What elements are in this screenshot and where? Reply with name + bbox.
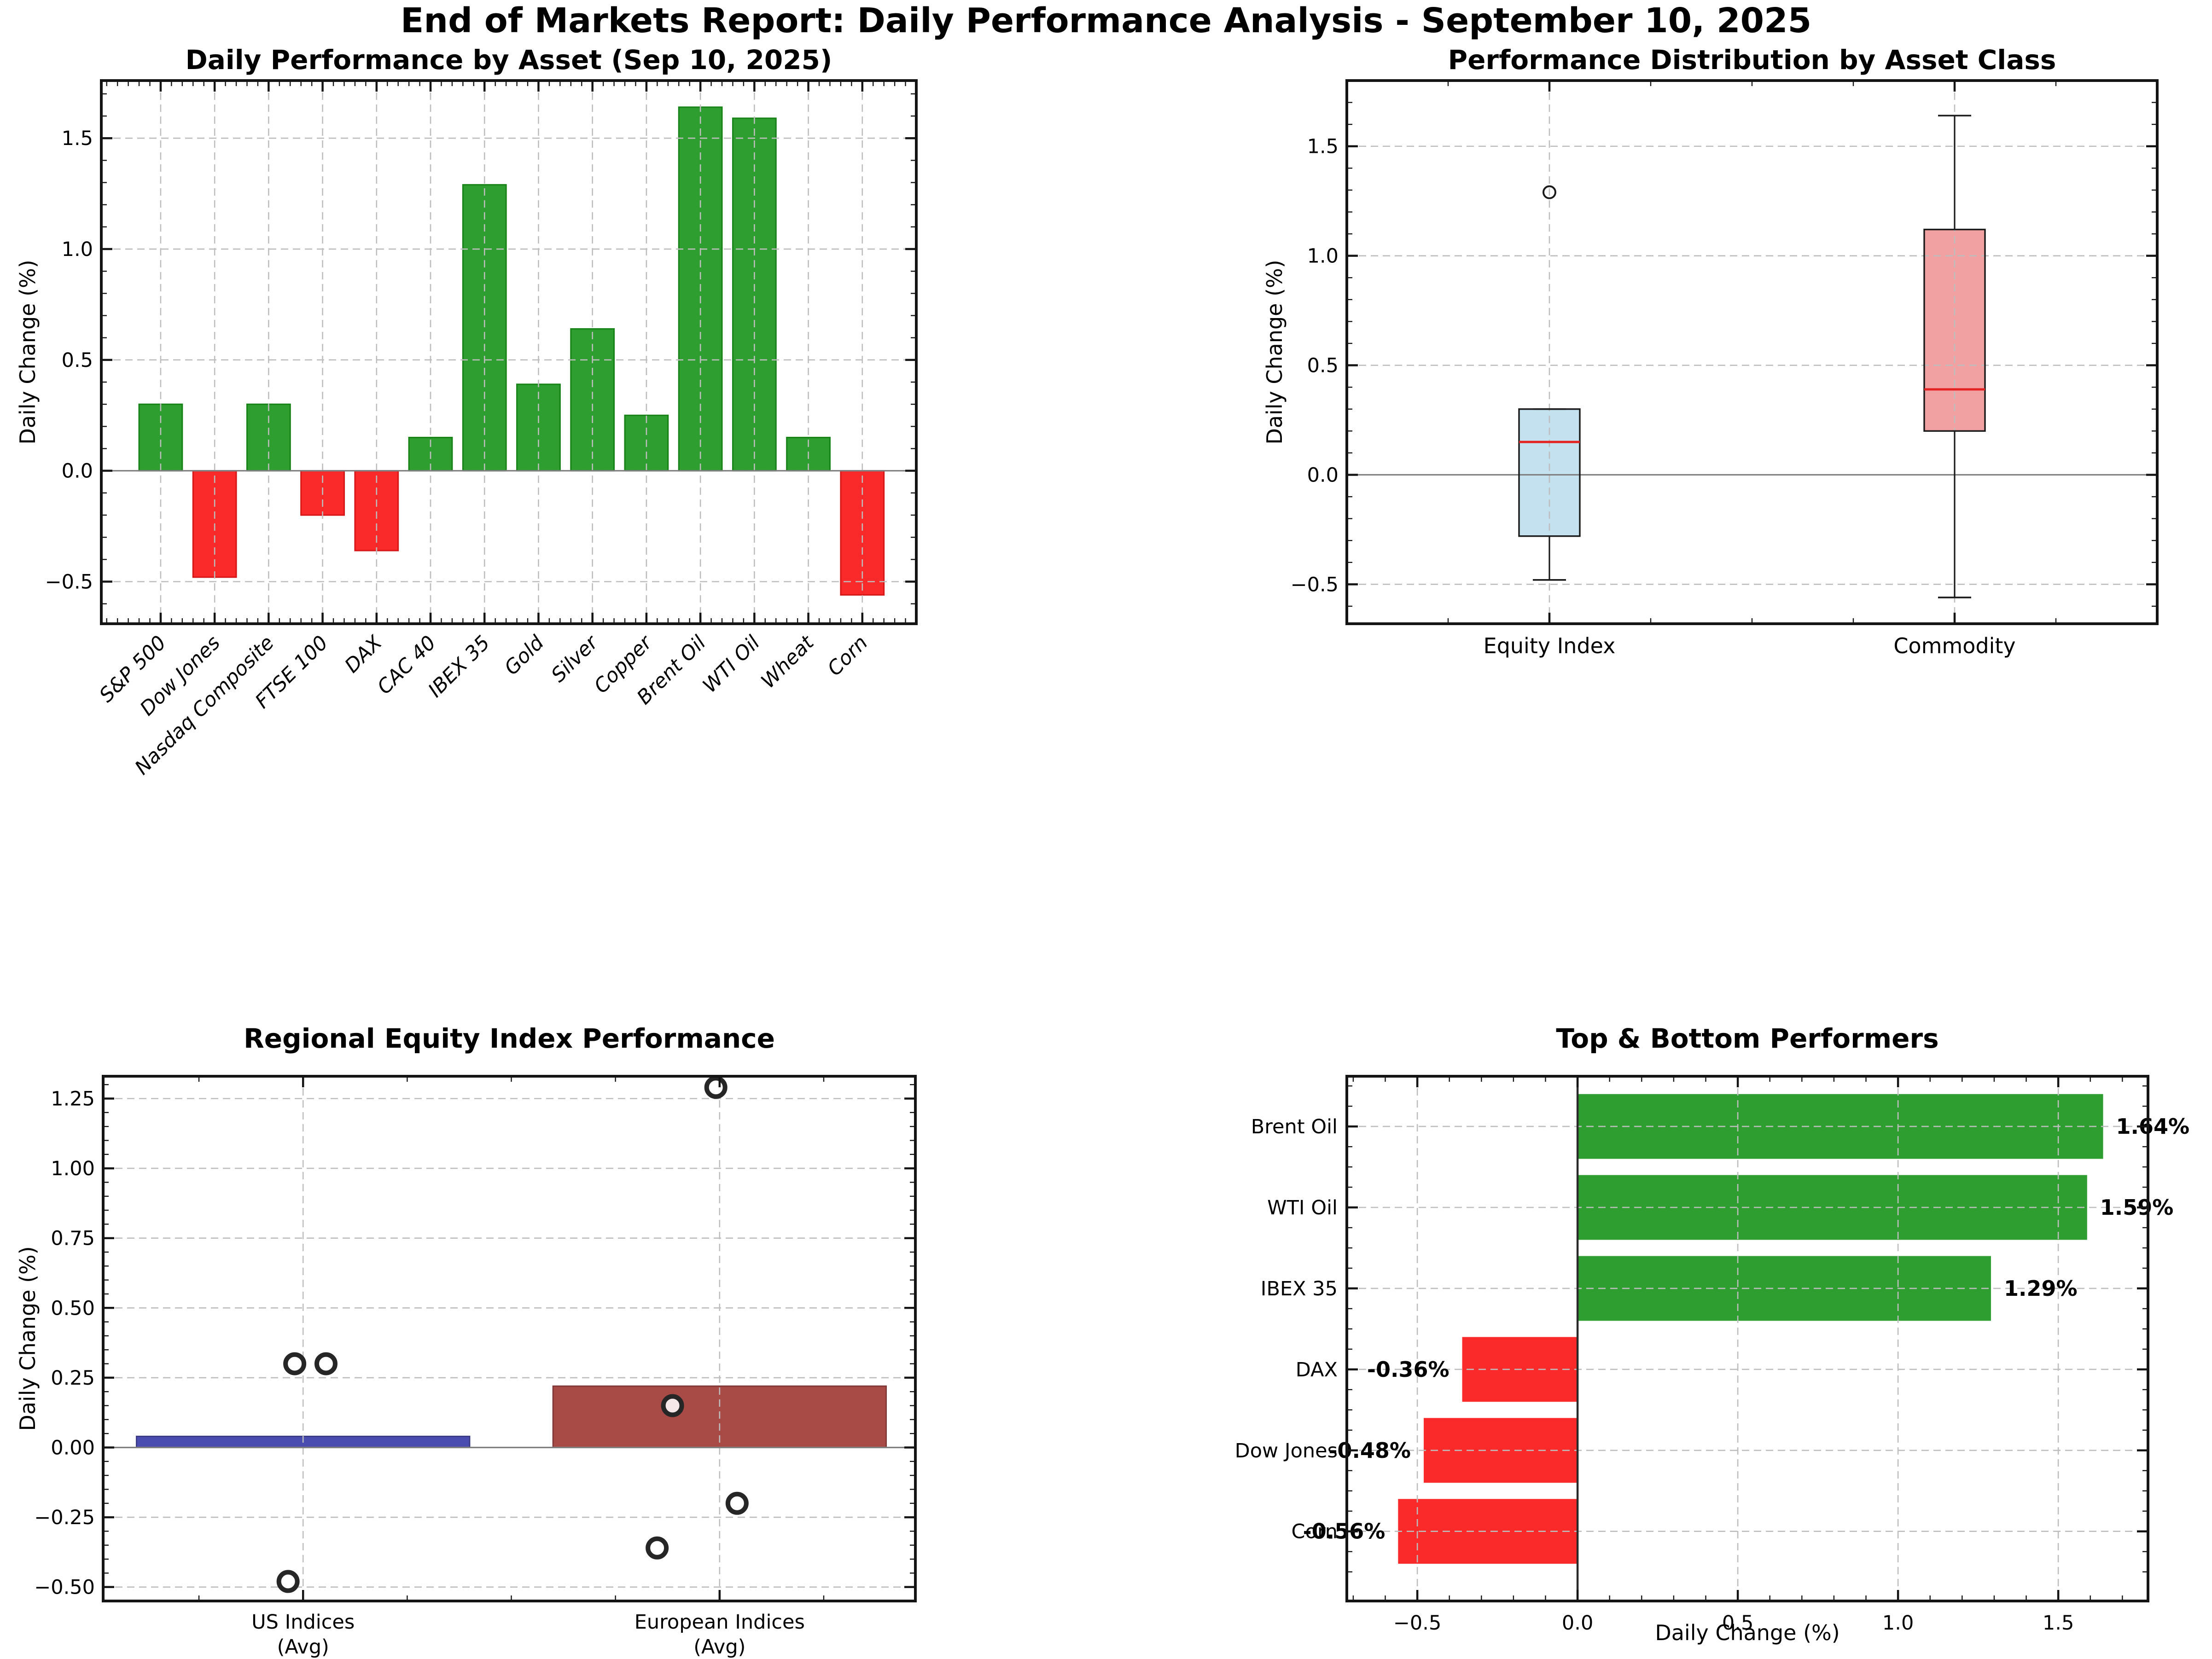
- svg-text:(Avg): (Avg): [693, 1636, 745, 1659]
- svg-text:Equity Index: Equity Index: [1484, 633, 1616, 658]
- axes-spines: [102, 1075, 917, 1602]
- svg-text:0.0: 0.0: [1307, 464, 1339, 487]
- svg-text:0.0: 0.0: [1562, 1612, 1593, 1635]
- scatter-point: [725, 1491, 749, 1515]
- bar-IBEX 35: [462, 184, 507, 472]
- svg-text:0.75: 0.75: [51, 1227, 95, 1250]
- bar-Corn: [1398, 1499, 1578, 1564]
- box-strokes: [1518, 115, 1986, 598]
- performer-bars: [1398, 1094, 2103, 1564]
- value-labels: 1.64% 1.59% 1.29% -0.36% -0.48% -0.56%: [1303, 1114, 2189, 1544]
- svg-text:1.00: 1.00: [51, 1157, 95, 1180]
- scatter-point: [276, 1570, 300, 1593]
- svg-text:IBEX 35: IBEX 35: [1261, 1277, 1338, 1300]
- svg-text:Commodity: Commodity: [1893, 633, 2015, 658]
- svg-text:-0.36%: -0.36%: [1367, 1357, 1449, 1382]
- svg-text:1.5: 1.5: [2043, 1612, 2074, 1635]
- chart-title-distribution: Performance Distribution by Asset Class: [1448, 44, 2056, 75]
- svg-text:DAX: DAX: [1296, 1358, 1338, 1381]
- scatter-point: [661, 1394, 684, 1417]
- scatter-point: [283, 1352, 307, 1375]
- bar-Nasdaq Composite: [246, 403, 291, 472]
- svg-text:−0.5: −0.5: [1393, 1612, 1441, 1635]
- svg-text:1.29%: 1.29%: [2004, 1276, 2078, 1301]
- svg-text:0.5: 0.5: [1307, 354, 1339, 377]
- svg-text:US Indices: US Indices: [251, 1611, 355, 1634]
- svg-text:(Avg): (Avg): [277, 1636, 329, 1659]
- svg-text:1.0: 1.0: [1307, 245, 1339, 268]
- y-tick-labels: −0.5 0.0 0.5 1.0 1.5: [45, 127, 93, 593]
- svg-text:1.59%: 1.59%: [2100, 1195, 2174, 1220]
- scatter-point: [646, 1536, 669, 1560]
- x-tick-labels: −0.5 0.0 0.5 1.0 1.5: [1393, 1612, 2074, 1635]
- svg-text:European Indices: European Indices: [634, 1611, 805, 1634]
- y-tick-labels: −0.5 0.0 0.5 1.0 1.5: [1291, 135, 1339, 597]
- figure-suptitle: End of Markets Report: Daily Performance…: [400, 1, 1812, 41]
- svg-text:Dow Jones: Dow Jones: [1235, 1439, 1338, 1462]
- svg-text:0.5: 0.5: [62, 349, 93, 372]
- svg-text:-0.56%: -0.56%: [1303, 1519, 1385, 1544]
- svg-text:Brent Oil: Brent Oil: [1251, 1115, 1338, 1138]
- chart-title-regional: Regional Equity Index Performance: [244, 1023, 775, 1054]
- svg-text:Corn: Corn: [1291, 1520, 1338, 1543]
- svg-text:1.0: 1.0: [62, 238, 93, 261]
- svg-text:−0.25: −0.25: [34, 1506, 95, 1529]
- index-scatter-points: [276, 1076, 749, 1593]
- svg-text:−0.5: −0.5: [1291, 573, 1339, 596]
- svg-text:0.00: 0.00: [51, 1436, 95, 1459]
- svg-text:WTI Oil: WTI Oil: [1267, 1196, 1338, 1219]
- svg-text:-0.48%: -0.48%: [1328, 1438, 1411, 1463]
- svg-text:1.25: 1.25: [51, 1088, 95, 1111]
- svg-text:1.5: 1.5: [1307, 135, 1339, 158]
- category-labels: Brent Oil WTI Oil IBEX 35 DAX Dow Jones Corn: [1235, 1115, 1338, 1543]
- y-tick-labels: −0.50 −0.25 0.00 0.25 0.50 0.75 1.00 1.25: [34, 1088, 95, 1599]
- scatter-point: [314, 1352, 338, 1375]
- axes-spines: [1345, 1075, 2149, 1602]
- x-tick-labels: US Indices(Avg)European Indices(Avg): [251, 1611, 805, 1659]
- svg-text:1.5: 1.5: [62, 127, 93, 150]
- chart-title-daily-performance: Daily Performance by Asset (Sep 10, 2025…: [185, 44, 832, 75]
- x-tick-labels: Equity Index Commodity: [1484, 633, 2016, 658]
- svg-text:1.64%: 1.64%: [2116, 1114, 2190, 1139]
- axis-ticks: [101, 81, 917, 624]
- svg-text:0.5: 0.5: [1722, 1612, 1753, 1635]
- svg-text:0.0: 0.0: [62, 460, 93, 483]
- axis-ticks: [103, 1076, 915, 1602]
- svg-text:0.50: 0.50: [51, 1297, 95, 1320]
- svg-text:−0.50: −0.50: [34, 1576, 95, 1599]
- axis-ticks: [1346, 80, 2158, 624]
- axis-ticks: [1347, 1076, 2148, 1601]
- chart-title-top-bottom: Top & Bottom Performers: [1556, 1023, 1939, 1054]
- svg-text:0.25: 0.25: [51, 1367, 95, 1390]
- outlier-point: [1543, 185, 1556, 199]
- axes-spines: [100, 79, 918, 625]
- svg-text:1.0: 1.0: [1882, 1612, 1914, 1635]
- svg-text:−0.5: −0.5: [45, 570, 93, 593]
- x-axis-label-top-bottom: Daily Change (%): [1655, 1620, 1840, 1645]
